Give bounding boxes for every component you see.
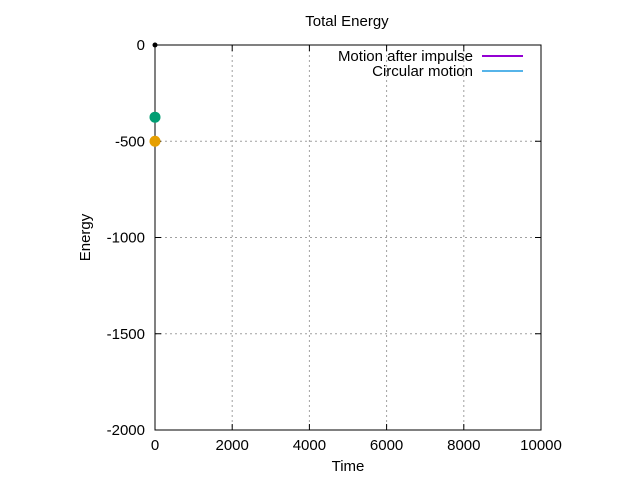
data-point [149, 111, 161, 123]
y-tick-label: -1500 [107, 326, 145, 343]
chart-title: Total Energy [305, 13, 389, 30]
x-tick-label: 4000 [293, 437, 326, 454]
x-tick-label: 8000 [447, 437, 480, 454]
x-axis-label: Time [332, 458, 365, 475]
y-tick-label: 0 [137, 37, 145, 54]
ticks: 0 2000 4000 6000 8000 10000 0 -500 -1000 -1500 -20… [107, 37, 562, 454]
grid [155, 45, 541, 430]
y-tick-label: -500 [115, 133, 145, 150]
x-tick-label: 10000 [520, 437, 562, 454]
marker-layer [149, 42, 161, 147]
y-axis-label: Energy [77, 213, 94, 261]
data-point [152, 42, 158, 48]
x-tick-label: 2000 [216, 437, 249, 454]
y-tick-label: -2000 [107, 422, 145, 439]
data-point [149, 135, 161, 147]
plot-frame [154, 44, 542, 431]
x-tick-label: 6000 [370, 437, 403, 454]
y-tick-label: -1000 [107, 230, 145, 247]
legend-label: Circular motion [372, 63, 473, 80]
x-tick-label: 0 [151, 437, 159, 454]
legend-label: Motion after impulse [338, 48, 473, 65]
